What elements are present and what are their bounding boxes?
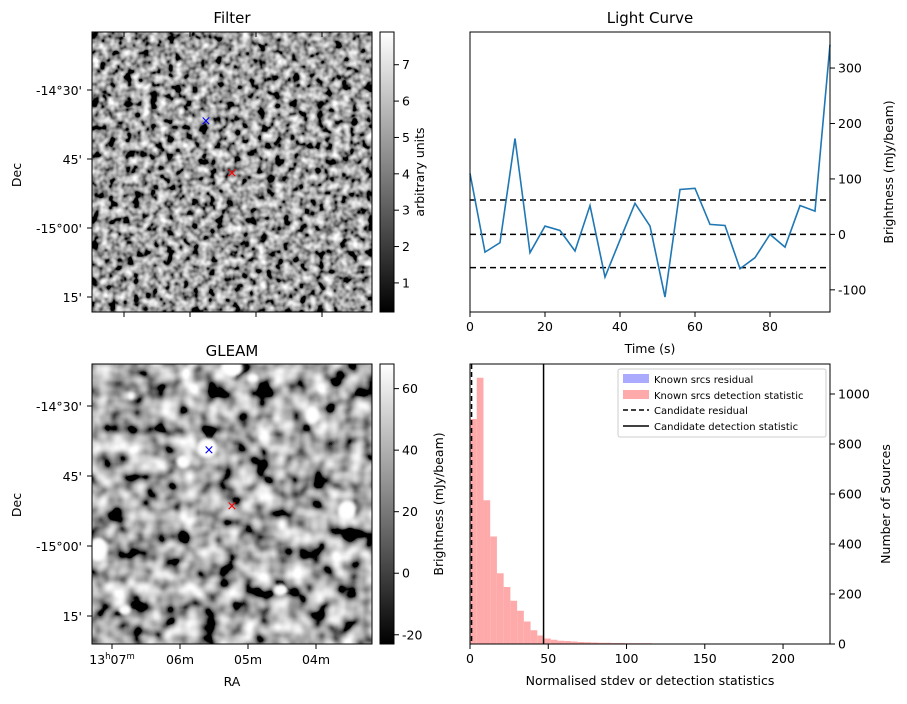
legend-swatch-known-residual: [623, 374, 649, 383]
known-source-marker: ×: [204, 443, 215, 458]
colorbar-tick-label: 7: [402, 57, 410, 72]
x-tick-label: 200: [771, 651, 795, 666]
x-tick-label: 100: [615, 651, 639, 666]
dec-tick-label: 15': [63, 609, 82, 624]
x-tick-label: 60: [687, 319, 703, 334]
legend-label: Known srcs residual: [654, 375, 753, 386]
colorbar-tick-label: -20: [402, 627, 422, 642]
gleam-ra-ticks: 13h07m 06m 05m 04m: [89, 644, 330, 667]
gleam-ylabel: Dec: [9, 493, 24, 517]
y-tick-label: 300: [838, 61, 862, 76]
histogram-bar: [524, 622, 531, 645]
gleam-xlabel: RA: [224, 674, 241, 689]
filter-ylabel: Dec: [9, 163, 24, 187]
x-tick-label: 0: [466, 651, 474, 666]
dec-tick-label: -14°30': [36, 399, 82, 414]
y-tick-label: 100: [838, 171, 862, 186]
legend-label: Known srcs detection statistic: [654, 391, 803, 402]
light-curve-frame: [470, 32, 830, 312]
y-tick-label: 800: [838, 437, 862, 452]
histogram-bar: [551, 640, 558, 644]
colorbar-tick-label: 20: [402, 504, 418, 519]
histogram-bar: [497, 573, 504, 644]
ra-tick-label: 05m: [234, 652, 262, 667]
candidate-marker: ×: [227, 166, 238, 181]
dec-tick-label: 15': [63, 290, 82, 305]
gleam-panel: GLEAM -14°30' 45': [9, 342, 422, 689]
histogram-bar: [490, 537, 497, 645]
histogram-right-ylabel: Number of Sources: [878, 444, 893, 564]
histogram-left-ylabel: Brightness (mJy/beam): [431, 432, 446, 575]
histogram-bar: [531, 630, 538, 644]
dec-tick-label: 45': [63, 152, 82, 167]
y-tick-label: -100: [838, 282, 866, 297]
dec-tick-label: -15°00': [36, 221, 82, 236]
x-tick-label: 150: [693, 651, 717, 666]
y-tick-label: 0: [838, 227, 846, 242]
gleam-colorbar: -20 0 20 40 60: [380, 364, 422, 644]
known-source-marker: ×: [201, 114, 212, 129]
x-tick-label: 20: [537, 319, 553, 334]
filter-title: Filter: [213, 9, 251, 27]
light-curve-panel: Light Curve 0 20 40 60 80 -100 0 100 200 300 Time…: [466, 9, 896, 356]
colorbar-tick-label: 2: [402, 239, 410, 254]
y-tick-label: 0: [838, 637, 846, 652]
filter-colorbar: 1 2 3 4 5 6 7 arbitrary units: [380, 32, 427, 312]
light-curve-line: [470, 45, 830, 297]
x-tick-label: 0: [466, 319, 474, 334]
colorbar-tick-label: 40: [402, 443, 418, 458]
histogram-bar: [544, 639, 551, 645]
histogram-panel: 0 50 100 150 200 0 200 400 600 800 1000 Normalised…: [431, 364, 893, 688]
y-tick-label: 200: [838, 587, 862, 602]
colorbar-tick-label: 1: [402, 275, 410, 290]
colorbar-tick-label: 60: [402, 381, 418, 396]
filter-colorbar-label: arbitrary units: [412, 127, 427, 216]
histogram-bar: [477, 378, 484, 644]
ra-tick-label: 06m: [166, 652, 194, 667]
y-tick-label: 1000: [838, 387, 870, 402]
light-curve-title: Light Curve: [607, 9, 693, 27]
colorbar-tick-label: 3: [402, 203, 410, 218]
gleam-title: GLEAM: [206, 342, 259, 360]
histogram-bar: [517, 611, 524, 644]
colorbar-tick-label: 6: [402, 94, 410, 109]
filter-panel: Filter -14°30' 45' -15°00' 15' Dec × ×: [9, 9, 427, 317]
light-curve-ylabel: Brightness (mJy/beam): [881, 100, 896, 243]
y-tick-label: 600: [838, 487, 862, 502]
gleam-dec-ticks: -14°30' 45' -15°00' 15': [36, 399, 92, 624]
ra-tick-label-first: 13h07m: [89, 652, 134, 667]
filter-dec-ticks: -14°30' 45' -15°00' 15': [36, 83, 92, 305]
legend-label: Candidate residual: [654, 406, 748, 417]
legend-label: Candidate detection statistic: [654, 422, 798, 433]
legend-swatch-known-detection: [623, 390, 649, 399]
dec-tick-label: -14°30': [36, 83, 82, 98]
colorbar-tick-label: 4: [402, 166, 410, 181]
dec-tick-label: 45': [63, 469, 82, 484]
ra-tick-label: 04m: [302, 652, 330, 667]
histogram-bar: [483, 500, 490, 644]
x-tick-label: 50: [540, 651, 556, 666]
candidate-marker: ×: [227, 499, 238, 514]
x-tick-label: 80: [762, 319, 778, 334]
dec-tick-label: -15°00': [36, 539, 82, 554]
y-tick-label: 200: [838, 116, 862, 131]
histogram-xlabel: Normalised stdev or detection statistics: [526, 673, 775, 688]
y-tick-label: 400: [838, 537, 862, 552]
colorbar-tick-label: 0: [402, 566, 410, 581]
x-tick-label: 40: [612, 319, 628, 334]
histogram-bar: [510, 601, 517, 644]
histogram-legend: Known srcs residual Known srcs detection…: [618, 369, 826, 437]
light-curve-xlabel: Time (s): [624, 341, 676, 356]
histogram-bar: [504, 587, 511, 644]
colorbar-tick-label: 5: [402, 130, 410, 145]
